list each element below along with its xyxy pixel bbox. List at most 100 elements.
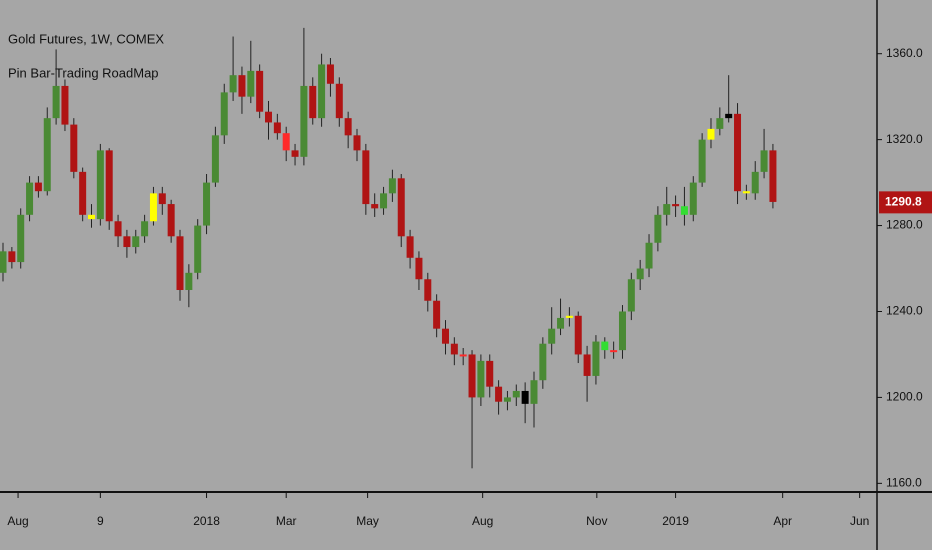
last-price-label: 1290.8 [885,195,922,209]
y-tick-label: 1280.0 [886,218,923,232]
candle-body [751,171,759,194]
candle-body [149,193,157,222]
y-tick-label: 1240.0 [886,304,923,318]
candle-body [318,64,326,119]
last-price-marker [879,191,932,214]
candle-body [742,191,750,194]
candle-body [397,178,405,237]
candle-body [539,343,547,381]
candle-body [229,75,237,93]
candle-body [388,178,396,194]
candle-body [0,251,7,273]
x-tick-label: Aug [7,514,28,528]
candle-body [247,70,255,97]
candle-body [477,360,485,398]
candle-body [583,354,591,376]
candle-body [70,124,78,172]
candle-body [654,214,662,243]
candle-body [645,242,653,269]
candle-body [592,341,600,376]
candle-body [601,341,609,351]
y-tick-label: 1360.0 [886,46,923,60]
candle-body [680,206,688,215]
candle-body [441,328,449,344]
candle-body [105,150,113,222]
candle-body [158,193,166,205]
candle-body [725,113,733,119]
candle-body [707,128,715,140]
candle-body [335,83,343,119]
candle-body [371,204,379,209]
candle-body [672,204,680,207]
candle-body [282,133,290,151]
x-tick-label: Apr [773,514,792,528]
candle-body [734,113,742,192]
candle-body [52,85,60,119]
candle-body [238,75,246,97]
candle-body [565,315,573,318]
candle-body [114,221,122,237]
candle-body [176,236,184,291]
candle-body [96,150,104,220]
candle-body [433,300,441,329]
candle-body [468,354,476,398]
candle-body [362,150,370,205]
chart-title: Gold Futures, 1W, COMEX [8,31,164,46]
candle-body [521,390,529,404]
x-tick-label: 9 [97,514,104,528]
candle-body [211,135,219,183]
candle-body [300,85,308,157]
x-tick-label: Jun [850,514,869,528]
candle-body [760,150,768,172]
candle-body [167,204,175,237]
candle-body [557,317,565,329]
candle-body [326,64,334,84]
candle-body [17,214,25,263]
candle-body [185,272,193,291]
x-tick-label: Nov [586,514,607,528]
candle-body [618,311,626,351]
candle-body [43,118,51,192]
candle-body [141,221,149,237]
y-tick-label: 1160.0 [886,476,922,490]
candle-body [450,343,458,355]
y-tick-label: 1320.0 [886,132,923,146]
candle-body [34,182,42,192]
candle-body [8,251,16,263]
x-tick-label: May [356,514,379,528]
candle-body [548,328,556,344]
y-tick-label: 1200.0 [886,390,923,404]
candle-body [203,182,211,226]
candle-body [309,85,317,119]
candle-body [256,70,264,112]
candle-body [194,225,202,273]
candle-body [769,150,777,202]
candle-body [132,236,140,248]
candle-body [88,214,96,220]
candle-body [698,139,706,183]
candle-body [344,118,352,136]
candle-body [291,150,299,157]
x-tick-label: 2019 [662,514,689,528]
candle-body [486,360,494,387]
x-tick-label: Aug [472,514,493,528]
candle-body [459,354,467,357]
candle-body [495,386,503,402]
candle-body [220,92,228,136]
candle-body [512,390,520,398]
chart-subtitle: Pin Bar-Trading RoadMap [8,65,159,80]
candle-body [503,397,511,402]
x-tick-label: 2018 [193,514,220,528]
candle-body [353,135,361,151]
candle-body [610,350,618,353]
candle-body [716,118,724,129]
candle-body [406,236,414,258]
candle-body [273,122,281,134]
candle-body [530,380,538,404]
candle-body [424,279,432,301]
candle-body [123,236,131,248]
candle-body [415,257,423,280]
candle-body [380,193,388,209]
candle-body [574,315,582,355]
